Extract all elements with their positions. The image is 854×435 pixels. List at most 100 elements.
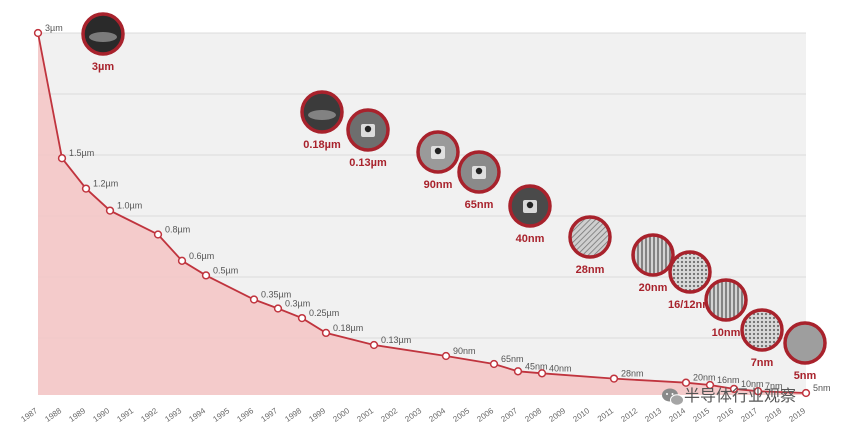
chip-cross-section-icon — [81, 12, 125, 56]
data-point — [801, 388, 811, 398]
series-line — [37, 32, 807, 394]
x-tick-label: 1999 — [307, 406, 327, 424]
chip-cross-section-icon — [457, 150, 501, 194]
x-tick-label: 1991 — [115, 406, 135, 424]
data-label: 1.0µm — [117, 201, 142, 211]
x-tick-label: 2000 — [331, 406, 351, 424]
data-point — [153, 230, 163, 239]
x-tick-label: 1988 — [43, 406, 63, 424]
node-label: 0.18µm — [303, 139, 341, 151]
data-label: 40nm — [549, 363, 572, 373]
data-point — [705, 380, 715, 390]
data-label: 0.3µm — [285, 299, 310, 309]
x-tick-label: 2018 — [763, 406, 783, 424]
node-label: 16/12nm — [668, 299, 712, 311]
data-point — [753, 387, 763, 396]
chip-cross-section-icon — [508, 184, 552, 228]
node-label: 5nm — [794, 370, 817, 382]
x-tick-label: 2014 — [667, 406, 687, 424]
data-point — [369, 340, 379, 350]
data-label: 0.13µm — [381, 335, 411, 345]
data-label: 3µm — [45, 23, 63, 33]
data-label: 1.2µm — [93, 179, 118, 189]
data-label: 0.18µm — [333, 323, 363, 333]
area-fill — [38, 33, 806, 395]
x-tick-label: 1992 — [139, 406, 159, 424]
data-label: 0.25µm — [309, 308, 339, 318]
data-point — [81, 184, 91, 193]
data-point — [609, 374, 619, 383]
data-point — [249, 295, 259, 304]
data-label: 0.6µm — [189, 251, 214, 261]
data-point — [273, 304, 283, 313]
x-tick-label: 2008 — [523, 406, 543, 424]
data-point — [57, 154, 67, 163]
node-label: 28nm — [576, 264, 605, 276]
data-label: 65nm — [501, 354, 524, 364]
node-label: 10nm — [712, 327, 741, 339]
data-label: 16nm — [717, 375, 740, 385]
x-tick-label: 2009 — [547, 406, 567, 424]
chip-cross-section-icon — [300, 90, 344, 134]
x-tick-label: 2016 — [715, 406, 735, 424]
x-tick-label: 2004 — [427, 406, 447, 424]
x-tick-label: 1993 — [163, 406, 183, 424]
data-point — [177, 256, 187, 265]
x-tick-label: 2003 — [403, 406, 423, 424]
node-label: 20nm — [639, 282, 668, 294]
node-label: 90nm — [424, 179, 453, 191]
data-point — [513, 367, 523, 376]
x-tick-label: 2013 — [643, 406, 663, 424]
x-tick-label: 1987 — [19, 406, 39, 424]
chip-cross-section-icon — [704, 278, 748, 322]
x-tick-label: 2019 — [787, 406, 807, 424]
chip-cross-section-icon — [416, 130, 460, 174]
process-node-icons: 3µm0.18µm0.13µm90nm65nm40nm28nm20nm16/12… — [81, 12, 827, 382]
x-tick-label: 2010 — [571, 406, 591, 424]
x-tick-label: 2006 — [475, 406, 495, 424]
x-tick-label: 1998 — [283, 406, 303, 424]
x-tick-label: 1989 — [67, 406, 87, 424]
data-label: 0.8µm — [165, 225, 190, 235]
chip-cross-section-icon — [346, 108, 390, 152]
x-tick-label: 2015 — [691, 406, 711, 424]
data-point — [105, 206, 115, 215]
data-label: 7nm — [765, 381, 783, 391]
data-point — [729, 384, 739, 394]
wechat-icon — [662, 388, 684, 406]
data-point — [297, 313, 307, 323]
x-tick-label: 1990 — [91, 406, 111, 424]
chip-cross-section-icon — [668, 250, 712, 294]
data-label: 0.5µm — [213, 265, 238, 275]
node-label: 3µm — [92, 61, 114, 73]
data-point — [489, 359, 499, 369]
node-label: 65nm — [465, 199, 494, 211]
x-tick-label: 2007 — [499, 406, 519, 424]
x-tick-label: 2002 — [379, 406, 399, 424]
data-points: 3µm1.5µm1.2µm1.0µm0.8µm0.6µm0.5µm0.35µm0… — [33, 23, 831, 398]
data-point — [537, 369, 547, 378]
chip-cross-section-icon — [631, 233, 675, 277]
data-point — [33, 28, 43, 38]
x-tick-label: 1995 — [211, 406, 231, 424]
data-label: 5nm — [813, 383, 831, 393]
x-tick-label: 2001 — [355, 406, 375, 424]
data-label: 28nm — [621, 369, 644, 379]
watermark: 半导体行业观察 — [662, 386, 796, 406]
x-tick-label: 2017 — [739, 406, 759, 424]
x-tick-label: 1997 — [259, 406, 279, 424]
data-label: 90nm — [453, 346, 476, 356]
data-point — [441, 351, 451, 361]
data-label: 1.5µm — [69, 148, 94, 158]
data-label: 20nm — [693, 373, 716, 383]
x-tick-label: 2012 — [619, 406, 639, 424]
chip-cross-section-icon — [783, 321, 827, 365]
data-label: 45nm — [525, 361, 548, 371]
chip-cross-section-icon — [568, 215, 612, 259]
node-label: 7nm — [751, 357, 774, 369]
node-label: 40nm — [516, 233, 545, 245]
data-label: 10nm — [741, 379, 764, 389]
data-point — [321, 328, 331, 338]
